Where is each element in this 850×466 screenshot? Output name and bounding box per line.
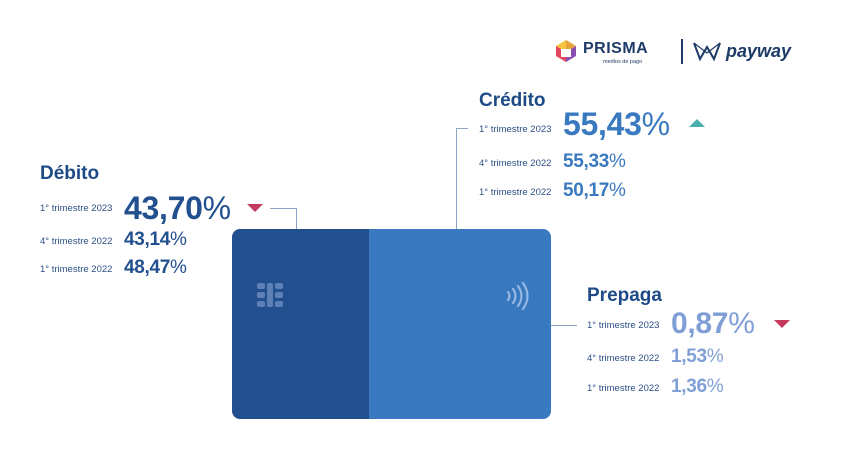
prepaga-period-2: 4° trimestre 2022 bbox=[587, 353, 660, 364]
debito-period-2: 4° trimestre 2022 bbox=[40, 236, 113, 247]
debito-section: Débito 1° trimestre 2023 43,70% 4° trime… bbox=[40, 163, 270, 283]
prepaga-connector-h bbox=[551, 325, 577, 326]
payment-card bbox=[232, 229, 551, 419]
prepaga-trend-down-icon bbox=[774, 320, 790, 328]
prepaga-value-2: 1,53% bbox=[671, 346, 724, 368]
debito-value-3: 48,47% bbox=[124, 257, 187, 279]
prisma-name: PRISMA bbox=[583, 40, 649, 57]
debito-value-3-number: 48,47 bbox=[124, 257, 171, 278]
credito-value-2: 55,33% bbox=[563, 151, 626, 173]
debito-value-3-unit: % bbox=[170, 257, 187, 278]
prepaga-period-1: 1° trimestre 2023 bbox=[587, 320, 660, 331]
debito-value-2: 43,14% bbox=[124, 229, 187, 251]
credito-value-1-unit: % bbox=[641, 106, 670, 142]
credito-period-3: 1° trimestre 2022 bbox=[479, 187, 552, 198]
debito-period-3: 1° trimestre 2022 bbox=[40, 264, 113, 275]
credito-period-1: 1° trimestre 2023 bbox=[479, 124, 552, 135]
prepaga-period-3: 1° trimestre 2022 bbox=[587, 383, 660, 394]
prepaga-value-3-unit: % bbox=[706, 376, 724, 397]
credito-connector-h bbox=[456, 128, 468, 129]
credito-value-3-unit: % bbox=[609, 180, 626, 201]
debito-value-1-unit: % bbox=[202, 190, 231, 226]
debito-heading: Débito bbox=[40, 163, 100, 184]
prepaga-value-1-unit: % bbox=[728, 307, 755, 340]
debito-connector-h bbox=[270, 208, 297, 209]
credito-value-3-number: 50,17 bbox=[563, 180, 610, 201]
card-credit-half bbox=[369, 229, 551, 419]
credito-value-3: 50,17% bbox=[563, 180, 626, 202]
prepaga-value-1-number: 0,87 bbox=[671, 307, 729, 340]
brand-divider bbox=[681, 39, 683, 64]
credito-value-2-unit: % bbox=[609, 151, 626, 172]
debito-value-2-unit: % bbox=[170, 229, 187, 250]
credito-trend-up-icon bbox=[689, 119, 705, 127]
credito-connector-v bbox=[456, 128, 457, 229]
prepaga-value-3-number: 1,36 bbox=[671, 376, 707, 397]
credito-heading: Crédito bbox=[479, 90, 546, 111]
payway-logo: payway bbox=[692, 38, 812, 68]
debito-value-1-number: 43,70 bbox=[124, 190, 203, 226]
payway-logo-icon bbox=[693, 42, 721, 62]
chip-icon bbox=[257, 283, 283, 307]
prepaga-value-1: 0,87% bbox=[671, 307, 755, 341]
credito-section: Crédito 1° trimestre 2023 55,43% 4° trim… bbox=[479, 90, 719, 205]
prisma-logo: PRISMA medios de pago bbox=[555, 37, 675, 67]
credito-value-2-number: 55,33 bbox=[563, 151, 610, 172]
debito-trend-down-icon bbox=[247, 204, 263, 212]
credito-period-2: 4° trimestre 2022 bbox=[479, 158, 552, 169]
prepaga-value-3: 1,36% bbox=[671, 376, 724, 398]
debito-value-2-number: 43,14 bbox=[124, 229, 171, 250]
prepaga-section: Prepaga 1° trimestre 2023 0,87% 4° trime… bbox=[587, 285, 827, 400]
credito-value-1: 55,43% bbox=[563, 106, 670, 143]
debito-connector-v bbox=[296, 208, 297, 229]
contactless-icon bbox=[507, 282, 529, 310]
credito-value-1-number: 55,43 bbox=[563, 106, 642, 142]
debito-value-1: 43,70% bbox=[124, 190, 231, 227]
debito-period-1: 1° trimestre 2023 bbox=[40, 203, 113, 214]
payway-name: payway bbox=[726, 41, 792, 61]
prisma-logo-icon bbox=[556, 40, 576, 62]
card-debit-half bbox=[232, 229, 369, 419]
prepaga-heading: Prepaga bbox=[587, 285, 662, 306]
prepaga-value-2-number: 1,53 bbox=[671, 346, 707, 367]
prisma-tagline: medios de pago bbox=[603, 59, 643, 65]
prepaga-value-2-unit: % bbox=[706, 346, 724, 367]
